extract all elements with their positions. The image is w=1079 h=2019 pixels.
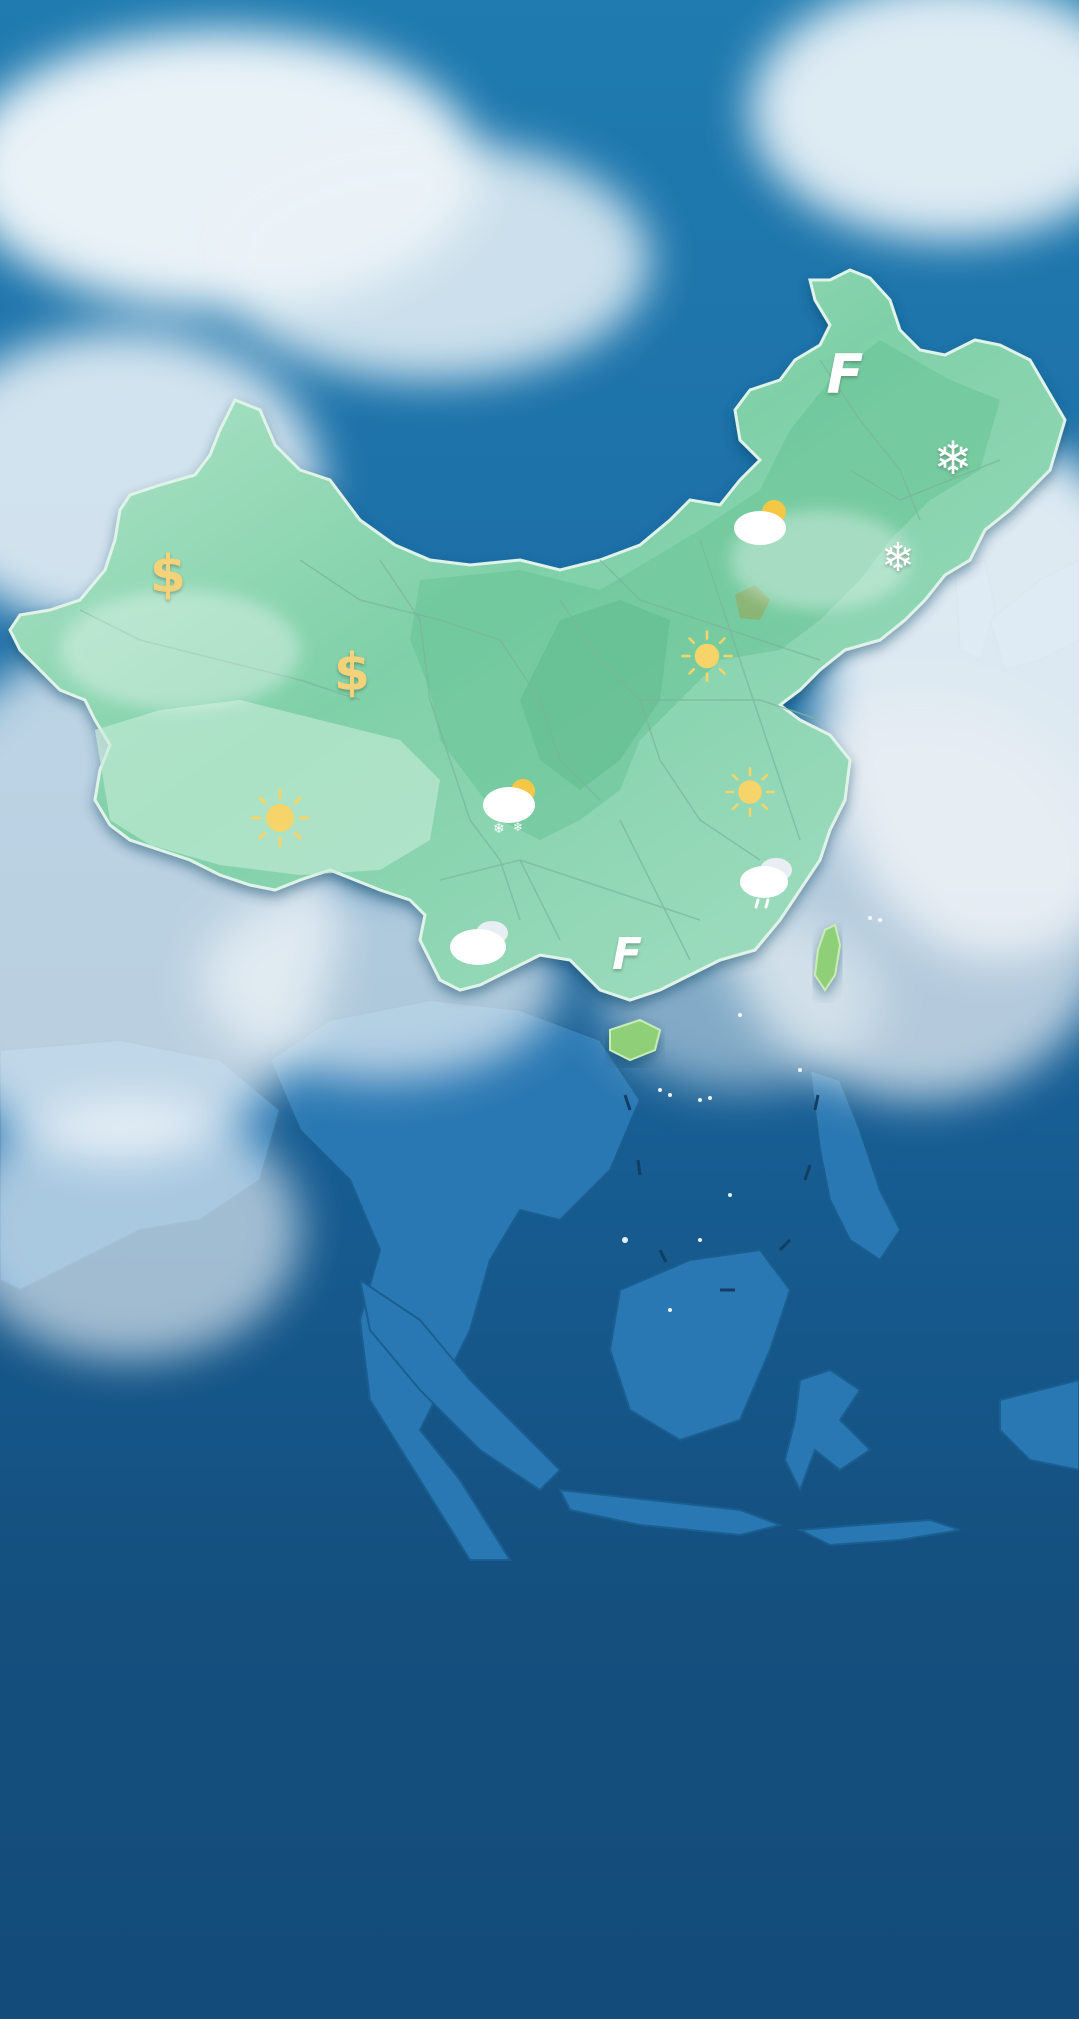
south-china-sea-islands — [622, 916, 882, 1312]
taiwan-island — [813, 923, 842, 992]
hainan-island — [609, 1018, 662, 1062]
partly-cloudy-icon — [734, 500, 786, 545]
sunny-icon — [725, 767, 775, 817]
partly-cloudy-snow-icon: ❄ ❄ — [483, 779, 535, 837]
wind-weather-icon: F — [611, 929, 643, 980]
svg-text:❄: ❄ — [493, 821, 505, 837]
nine-dash-line — [623, 1094, 820, 1292]
dollar-weather-icon: $ — [333, 643, 371, 703]
sunny-icon — [681, 630, 733, 682]
sunny-icon — [250, 788, 310, 848]
svg-text:❄: ❄ — [513, 820, 523, 834]
province-borders — [79, 359, 1001, 961]
snow-icon: ❄ — [933, 431, 973, 485]
cloudy-rain-icon — [740, 858, 792, 909]
snow-icon: ❄ — [881, 535, 915, 581]
wind-weather-icon: F — [826, 343, 864, 406]
cloud-cover — [0, 0, 1079, 1360]
dollar-weather-icon: $ — [149, 545, 187, 605]
cloudy-icon — [450, 921, 508, 965]
